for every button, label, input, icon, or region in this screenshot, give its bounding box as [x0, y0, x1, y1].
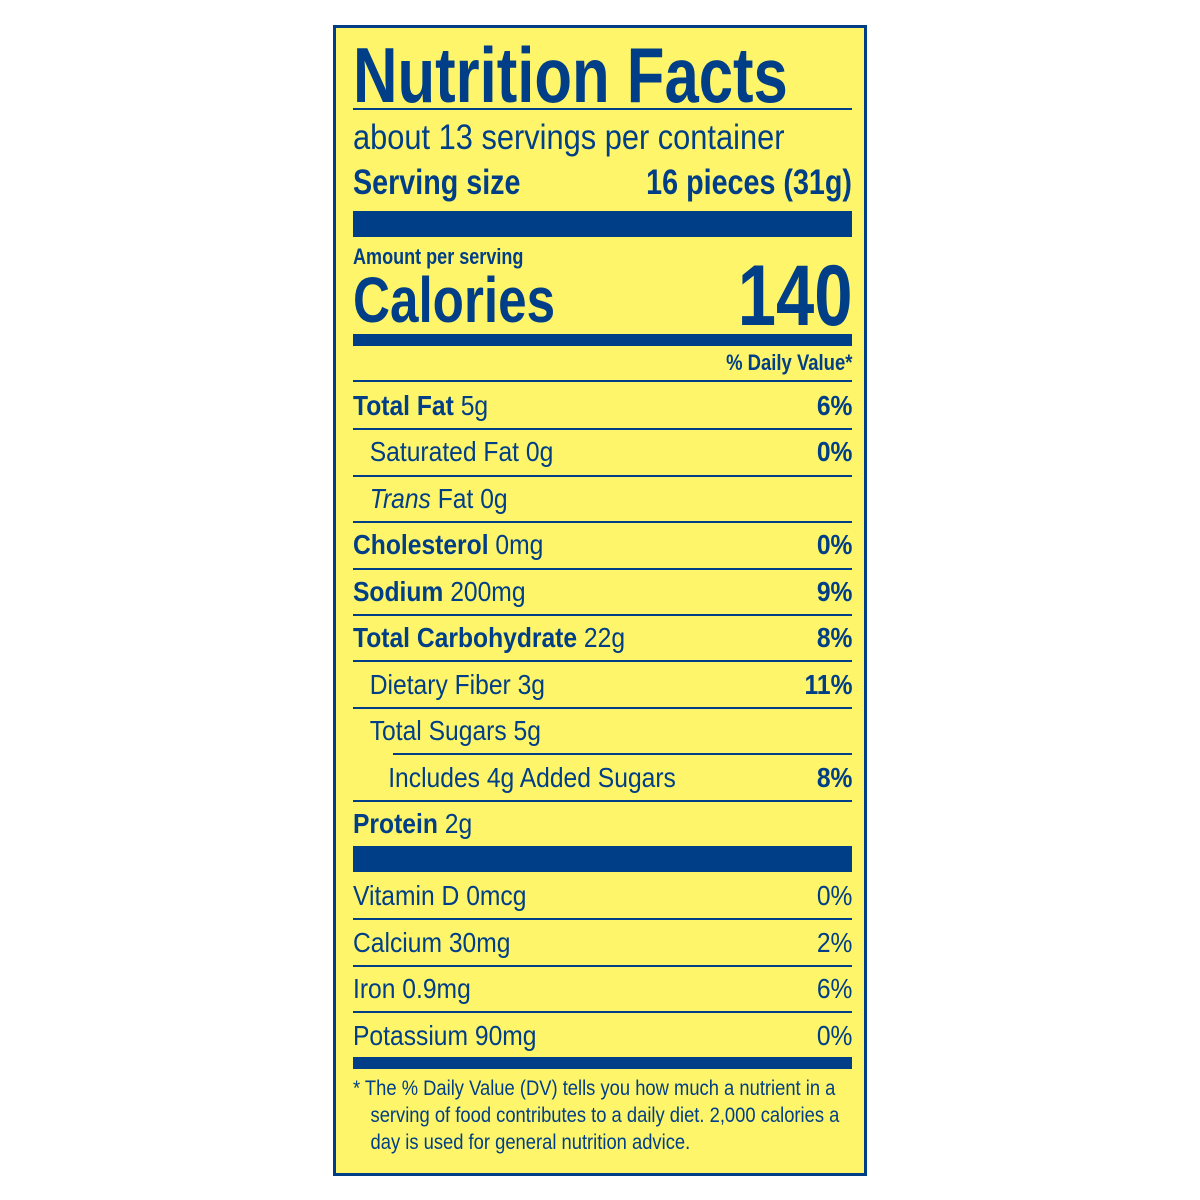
- nutrient-row-total-sugars: Total Sugars 5g: [353, 715, 852, 747]
- vitamin-row-vitamin-d: Vitamin D 0mcg 0%: [353, 880, 852, 912]
- nutrient-name: Total Fat: [353, 390, 454, 421]
- nutrient-amount: 0mg: [495, 529, 544, 560]
- vitamin-name: Calcium: [353, 927, 443, 958]
- serving-size-label: Serving size: [353, 163, 521, 202]
- servings-per-container: about 13 servings per container: [353, 118, 852, 158]
- thick-bar: [353, 211, 852, 237]
- daily-value-header-text: % Daily Value*: [725, 350, 852, 375]
- divider: [353, 568, 852, 570]
- nutrient-row-total-fat: Total Fat 5g 6%: [353, 390, 852, 422]
- vitamin-amount: 0mcg: [466, 880, 527, 911]
- divider: [353, 428, 852, 430]
- nutrient-dv: 0%: [816, 436, 852, 467]
- divider: [353, 108, 852, 110]
- divider: [353, 918, 852, 920]
- vitamin-name: Vitamin D: [353, 880, 460, 911]
- divider: [353, 660, 852, 662]
- title-text: Nutrition Facts: [353, 31, 788, 119]
- vitamin-row-calcium: Calcium 30mg 2%: [353, 927, 852, 959]
- nutrient-amount: 22g: [583, 622, 626, 653]
- servings-text: about 13 servings per container: [353, 118, 785, 157]
- nutrient-row-protein: Protein 2g: [353, 808, 852, 840]
- nutrient-name: Trans: [369, 483, 431, 514]
- nutrient-row-total-carbohydrate: Total Carbohydrate 22g 8%: [353, 622, 852, 654]
- medium-bar: [353, 1057, 852, 1069]
- nutrient-amount: 200mg: [450, 576, 526, 607]
- nutrient-name: Total Carbohydrate: [353, 622, 578, 653]
- nutrient-row-cholesterol: Cholesterol 0mg 0%: [353, 529, 852, 561]
- divider: [353, 614, 852, 616]
- nutrient-name: Cholesterol: [353, 529, 489, 560]
- footnote: * The % Daily Value (DV) tells you how m…: [353, 1077, 840, 1154]
- nutrient-name: Protein: [353, 808, 438, 839]
- vitamin-amount: 30mg: [448, 927, 511, 958]
- amount-per-serving: Amount per serving: [353, 245, 852, 269]
- nutrient-row-dietary-fiber: Dietary Fiber 3g 11%: [353, 669, 852, 701]
- thick-bar: [353, 846, 852, 872]
- amount-per-serving-text: Amount per serving: [353, 244, 524, 269]
- nutrient-name-suffix: Fat: [437, 483, 474, 514]
- nutrient-name: Total Sugars: [369, 715, 507, 746]
- daily-value-header: % Daily Value*: [353, 350, 852, 376]
- nutrient-amount: 0g: [480, 483, 508, 514]
- vitamin-name: Iron: [353, 973, 396, 1004]
- calories-row: Calories 140: [353, 248, 852, 344]
- title: Nutrition Facts: [353, 36, 852, 114]
- nutrient-row-trans-fat: Trans Fat 0g: [353, 483, 852, 515]
- serving-size: Serving size 16 pieces (31g): [353, 163, 852, 203]
- nutrient-row-saturated-fat: Saturated Fat 0g 0%: [353, 436, 852, 468]
- nutrient-dv: 9%: [816, 576, 852, 607]
- nutrient-amount: 2g: [444, 808, 473, 839]
- nutrient-row-added-sugars: Includes 4g Added Sugars 8%: [353, 762, 852, 794]
- divider: [353, 800, 852, 802]
- medium-bar: [353, 334, 852, 346]
- nutrient-name: Dietary Fiber: [369, 669, 511, 700]
- vitamin-dv: 0%: [816, 880, 852, 911]
- vitamin-dv: 2%: [816, 927, 852, 958]
- divider: [353, 521, 852, 523]
- nutrient-dv: 8%: [816, 622, 852, 653]
- vitamin-amount: 0.9mg: [402, 973, 471, 1004]
- nutrient-name: Sodium: [353, 576, 444, 607]
- divider: [353, 475, 852, 477]
- nutrient-amount: 5g: [513, 715, 541, 746]
- nutrient-amount: 3g: [517, 669, 546, 700]
- nutrient-dv: 8%: [816, 762, 852, 793]
- divider: [353, 965, 852, 967]
- calories-label: Calories: [353, 264, 556, 336]
- divider: [353, 1011, 852, 1013]
- nutrient-name: Includes 4g Added Sugars: [388, 762, 676, 793]
- vitamin-dv: 0%: [816, 1020, 852, 1051]
- nutrient-amount: 0g: [525, 436, 554, 467]
- nutrient-dv: 11%: [804, 669, 852, 700]
- vitamin-row-iron: Iron 0.9mg 6%: [353, 973, 852, 1005]
- calories-value: 140: [737, 248, 852, 344]
- divider: [353, 380, 852, 382]
- divider: [353, 707, 852, 709]
- nutrition-facts-label: Nutrition Facts about 13 servings per co…: [333, 25, 867, 1176]
- vitamin-amount: 90mg: [474, 1020, 537, 1051]
- nutrient-dv: 6%: [816, 390, 852, 421]
- serving-size-value: 16 pieces (31g): [646, 163, 852, 202]
- nutrient-row-sodium: Sodium 200mg 9%: [353, 576, 852, 608]
- vitamin-row-potassium: Potassium 90mg 0%: [353, 1020, 852, 1052]
- vitamin-dv: 6%: [816, 973, 852, 1004]
- divider: [393, 753, 852, 755]
- nutrient-name: Saturated Fat: [369, 436, 520, 467]
- nutrient-dv: 0%: [816, 529, 852, 560]
- nutrient-amount: 5g: [460, 390, 489, 421]
- vitamin-name: Potassium: [353, 1020, 469, 1051]
